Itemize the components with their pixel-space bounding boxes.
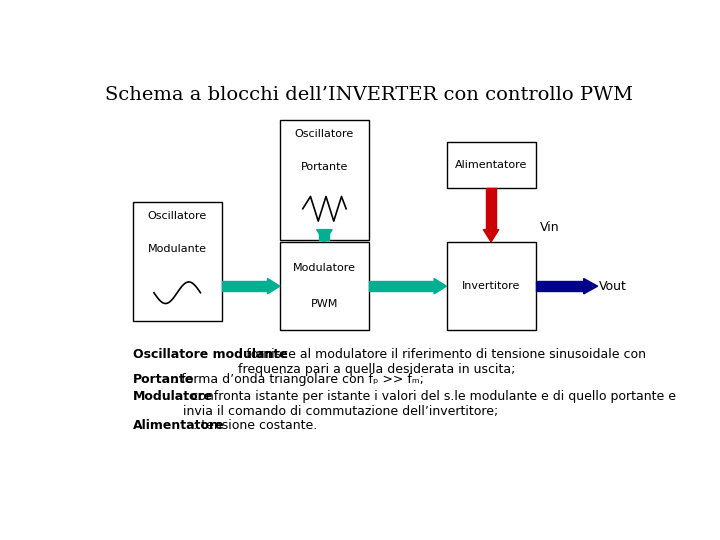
Bar bbox=[280, 242, 369, 330]
Polygon shape bbox=[434, 279, 446, 294]
Text: : confronta istante per istante i valori del s.le modulante e di quello portante: : confronta istante per istante i valori… bbox=[183, 390, 676, 418]
Bar bbox=[132, 202, 222, 321]
Text: Alimentatore: Alimentatore bbox=[132, 419, 224, 432]
Bar bbox=[369, 281, 434, 291]
Polygon shape bbox=[317, 230, 332, 242]
Bar bbox=[222, 281, 267, 291]
Text: Alimentatore: Alimentatore bbox=[455, 160, 527, 170]
Text: Oscillatore modulante: Oscillatore modulante bbox=[132, 348, 287, 361]
Bar bbox=[280, 120, 369, 240]
Text: : fornisce al modulatore il riferimento di tensione sinusoidale con
frequenza pa: : fornisce al modulatore il riferimento … bbox=[238, 348, 647, 376]
Polygon shape bbox=[483, 230, 499, 242]
Text: Modulatore: Modulatore bbox=[132, 390, 213, 403]
Polygon shape bbox=[267, 279, 280, 294]
Bar bbox=[536, 281, 584, 291]
Polygon shape bbox=[584, 279, 598, 294]
Text: : forma d’onda triangolare con fₚ >> fₘ;: : forma d’onda triangolare con fₚ >> fₘ; bbox=[173, 373, 424, 386]
Bar bbox=[486, 188, 496, 230]
Bar bbox=[446, 142, 536, 188]
Text: Vout: Vout bbox=[599, 280, 627, 293]
Text: Vin: Vin bbox=[540, 221, 560, 234]
Text: Portante: Portante bbox=[132, 373, 194, 386]
Text: Invertitore: Invertitore bbox=[462, 281, 521, 291]
Bar bbox=[446, 242, 536, 330]
Text: : tensione costante.: : tensione costante. bbox=[193, 419, 318, 432]
Text: Schema a blocchi dell’INVERTER con controllo PWM: Schema a blocchi dell’INVERTER con contr… bbox=[105, 86, 633, 104]
Text: Oscillatore

Portante: Oscillatore Portante bbox=[294, 130, 354, 172]
Text: Oscillatore

Modulante: Oscillatore Modulante bbox=[148, 211, 207, 254]
Bar bbox=[320, 230, 330, 240]
Text: Modulatore

PWM: Modulatore PWM bbox=[293, 263, 356, 309]
